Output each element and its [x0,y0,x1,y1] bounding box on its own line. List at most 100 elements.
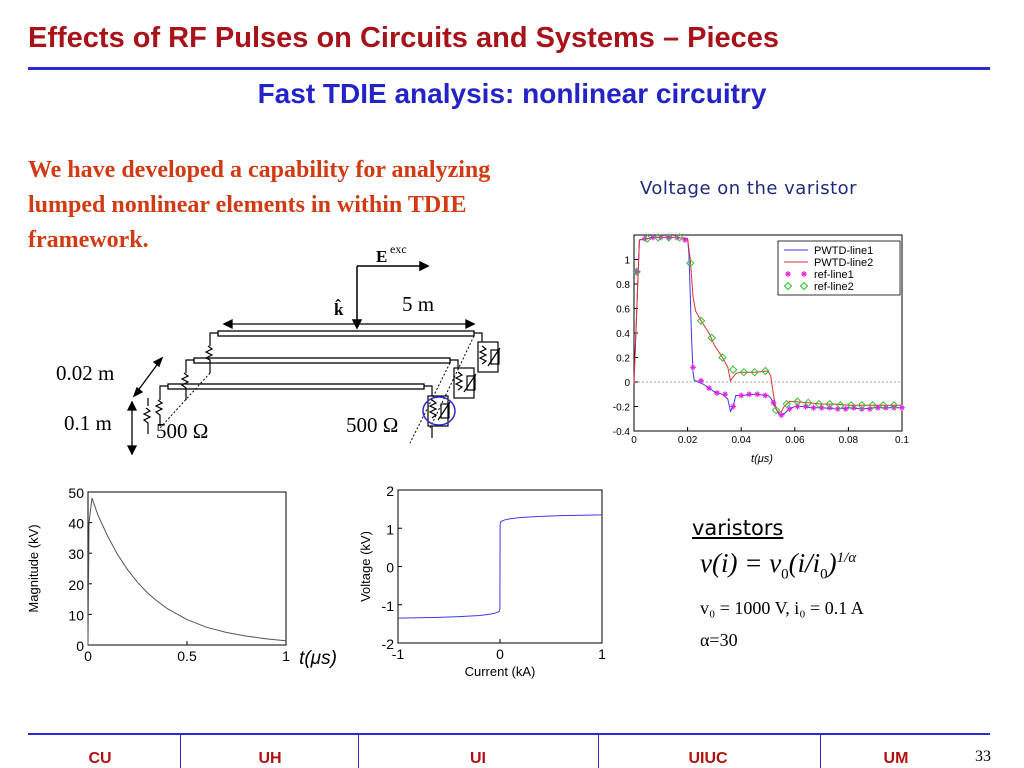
x-tick-label: 0.04 [731,435,751,446]
y-tick-label: 2 [386,483,394,499]
data-point-star [681,236,688,243]
data-point-star [722,391,729,398]
eq-mid: (i/i [788,548,821,578]
slide-title: Effects of RF Pulses on Circuits and Sys… [28,22,780,54]
data-point-diamond [868,401,877,410]
data-point-diamond [728,365,738,374]
eq-lhs: v(i) = v [700,548,782,578]
data-point-star [874,404,881,411]
k-label: k̂ [334,300,344,319]
y-tick-label: 1 [624,256,630,267]
data-point-star [641,235,648,242]
series-line [633,236,902,414]
plot-frame [87,491,287,646]
page-number: 33 [975,748,991,765]
y-tick-label: 0 [624,378,630,389]
data-point-star [746,391,753,398]
data-point-star [698,377,704,384]
eq-exp: 1/α [836,550,857,566]
footer-item-cu: CU [88,750,112,767]
data-point-diamond [653,233,663,242]
data-point-diamond [686,258,695,268]
y-tick-label: 1 [386,521,394,537]
data-point-diamond [632,267,641,276]
y-tick-label: 0.2 [616,354,630,365]
data-point-diamond [664,233,674,242]
y-tick-label: 30 [68,546,84,562]
x-tick-label: 0.02 [678,435,698,446]
y-tick-label: 50 [68,485,84,501]
data-point-star [899,404,905,411]
footer-divider [820,735,821,768]
footer-divider [598,735,599,768]
footer-divider [180,735,181,768]
left-load-label: 500 Ω [156,419,208,443]
legend-entry: PWTD-line1 [814,245,873,257]
left-terminations [142,332,218,434]
x-tick-label: -1 [392,646,405,662]
varistors-label: varistors [692,516,784,540]
data-point-star [633,268,640,275]
footer-item-um: UM [883,750,909,767]
ground-guides [159,335,475,444]
height-label: 0.1 m [64,411,112,435]
eq-sub2: 0 [820,566,828,583]
legend-swatch [801,271,807,277]
data-point-diamond [825,399,834,409]
data-point-star [657,234,664,241]
data-point-diamond [846,401,856,410]
data-point-star [842,405,849,412]
data-point-diamond [675,233,684,242]
x-tick-label: 0 [496,646,504,662]
data-point-star [738,392,745,399]
legend-entry: ref-line2 [814,281,854,293]
spacing-dimension [132,356,164,398]
x-tick-label: 0 [84,648,92,664]
varistor-chart-heading: Voltage on the varistor [640,178,858,199]
data-point-star [673,234,680,241]
transmission-line-diagram: E exc k̂ 5 m [56,242,501,456]
footer-divider [358,735,359,768]
exc-sup: exc [390,242,407,256]
wires [167,330,475,390]
data-point-diamond [707,333,716,343]
eq-sub: 0 [781,566,789,583]
data-point-diamond [857,401,867,410]
data-point-diamond [782,399,791,409]
data-point-star [730,403,737,410]
y-tick-label: 20 [68,577,84,593]
exc-label: E [376,247,387,266]
data-point-diamond [761,366,770,376]
legend-swatch [785,271,791,277]
data-point-star [762,392,769,399]
eq-close: ) [827,548,837,578]
data-point-star [770,399,777,406]
alpha-value: α=30 [700,630,738,650]
legend-swatch [799,281,809,291]
length-dimension [222,318,476,330]
y-tick-label: 0 [386,560,394,576]
footer-item-uh: UH [258,750,282,767]
y-tick-label: 0.6 [616,305,630,316]
x-axis-label: t(μs) [751,453,773,465]
data-point-diamond [696,316,706,325]
varistor-equation: v(i) = v0(i/i0)1/α [700,548,856,583]
data-point-diamond [643,234,652,243]
data-point-star [778,412,785,419]
y-axis-label: Voltage (kV) [358,531,373,602]
data-point-diamond [889,401,899,410]
varistor-voltage-chart: 0 0.02 0.04 0.06 0.08 0.1 -0.4 -0.2 0 0.2 0.4 0.6 0.… [613,233,909,465]
x-tick-label: 0.5 [177,648,197,664]
footer-item-uiuc: UIUC [688,750,728,767]
right-terminations [422,332,501,438]
x-tick-label: 1 [282,648,290,664]
data-point-star [665,234,672,241]
title-rule [28,67,990,70]
data-point-diamond [739,367,749,377]
y-tick-label: 0.4 [616,329,630,340]
data-point-star [834,405,841,412]
x-tick-label: 0.08 [839,435,859,446]
data-point-star [810,404,817,411]
